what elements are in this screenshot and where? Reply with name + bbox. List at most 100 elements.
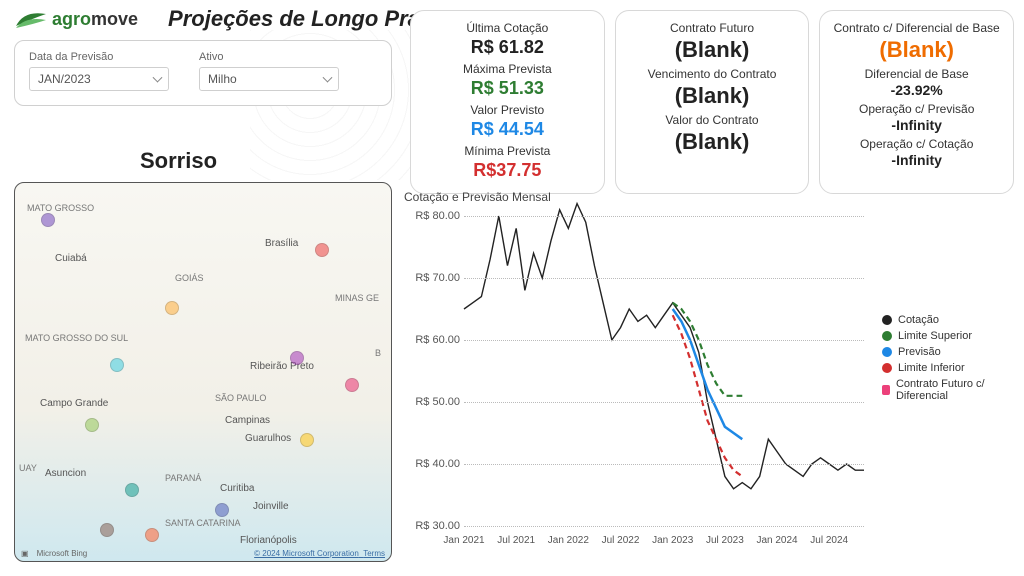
map-label: PARANÁ xyxy=(165,473,201,483)
x-tick-label: Jan 2023 xyxy=(652,535,693,546)
y-tick-label: R$ 70.00 xyxy=(404,272,460,284)
legend-item[interactable]: Contrato Futuro c/ Diferencial xyxy=(882,378,1010,402)
kpi-cards: Última Cotação R$ 61.82 Máxima Prevista … xyxy=(410,10,1014,194)
map-marker[interactable] xyxy=(345,378,359,392)
gridline xyxy=(464,526,864,527)
basis-contract-label: Contrato c/ Diferencial de Base xyxy=(830,21,1003,35)
region-name: Sorriso xyxy=(140,148,217,174)
gridline xyxy=(464,216,864,217)
map-label: SANTA CATARINA xyxy=(165,518,241,528)
legend-item[interactable]: Limite Superior xyxy=(882,330,1010,342)
map-attribution: ▣Microsoft Bing xyxy=(21,549,87,558)
map-marker[interactable] xyxy=(41,213,55,227)
chart-legend: Cotação Limite Superior Previsão Limite Inf… xyxy=(882,310,1010,406)
map-label: MINAS GE xyxy=(335,293,379,303)
map-marker[interactable] xyxy=(165,301,179,315)
op-quote-label: Operação c/ Cotação xyxy=(830,137,1003,151)
gridline xyxy=(464,402,864,403)
map-label: Brasília xyxy=(265,238,298,249)
contract-value-label: Valor do Contrato xyxy=(626,113,799,127)
card-quotes: Última Cotação R$ 61.82 Máxima Prevista … xyxy=(410,10,605,194)
x-tick-label: Jan 2021 xyxy=(443,535,484,546)
op-forecast-label: Operação c/ Previsão xyxy=(830,102,1003,116)
date-filter-select[interactable]: JAN/2023 xyxy=(29,67,169,91)
map-label: UAY xyxy=(19,463,37,473)
map-label: B xyxy=(375,348,381,358)
brand-logo: agromove xyxy=(14,8,138,30)
date-filter-label: Data da Previsão xyxy=(29,51,169,63)
gridline xyxy=(464,278,864,279)
map-label: Ribeirão Preto xyxy=(250,361,314,372)
min-forecast-value: R$37.75 xyxy=(421,160,594,181)
legend-swatch xyxy=(882,385,890,395)
legend-item[interactable]: Limite Inferior xyxy=(882,362,1010,374)
card-basis: Contrato c/ Diferencial de Base (Blank) … xyxy=(819,10,1014,194)
map-label: Joinville xyxy=(253,501,289,512)
y-tick-label: R$ 40.00 xyxy=(404,458,460,470)
legend-swatch xyxy=(882,331,892,341)
contract-expiry-value: (Blank) xyxy=(626,83,799,109)
basis-diff-label: Diferencial de Base xyxy=(830,67,1003,81)
y-tick-label: R$ 80.00 xyxy=(404,210,460,222)
brand-part2: move xyxy=(91,9,138,29)
map-marker[interactable] xyxy=(85,418,99,432)
basis-contract-value: (Blank) xyxy=(830,37,1003,63)
legend-label: Contrato Futuro c/ Diferencial xyxy=(896,378,1010,402)
map-marker[interactable] xyxy=(110,358,124,372)
legend-item[interactable]: Cotação xyxy=(882,314,1010,326)
x-tick-label: Jul 2021 xyxy=(497,535,535,546)
y-tick-label: R$ 30.00 xyxy=(404,520,460,532)
gridline xyxy=(464,464,864,465)
chart-area: Cotação e Previsão Mensal R$ 30.00 R$ 40.… xyxy=(404,190,1010,566)
asset-filter-select[interactable]: Milho xyxy=(199,67,339,91)
filters-panel: Data da Previsão JAN/2023 Ativo Milho xyxy=(14,40,392,106)
x-tick-label: Jul 2024 xyxy=(810,535,848,546)
last-quote-value: R$ 61.82 xyxy=(421,37,594,58)
map-marker[interactable] xyxy=(315,243,329,257)
max-forecast-label: Máxima Prevista xyxy=(421,62,594,76)
map-label: Asuncion xyxy=(45,468,86,479)
map-label: MATO GROSSO DO SUL xyxy=(25,333,128,343)
map-label: Campo Grande xyxy=(40,398,108,409)
map-label: SÃO PAULO xyxy=(215,393,266,403)
basis-diff-value: -23.92% xyxy=(830,82,1003,98)
series-line xyxy=(464,204,864,489)
page-title: Projeções de Longo Prazo xyxy=(168,6,444,32)
legend-label: Limite Superior xyxy=(898,330,972,342)
map-label: Curitiba xyxy=(220,483,254,494)
legend-label: Previsão xyxy=(898,346,941,358)
chart-title: Cotação e Previsão Mensal xyxy=(404,190,1010,204)
legend-swatch xyxy=(882,315,892,325)
op-forecast-value: -Infinity xyxy=(830,117,1003,133)
future-contract-value: (Blank) xyxy=(626,37,799,63)
map-label: Florianópolis xyxy=(240,535,297,546)
brand-part1: agro xyxy=(52,9,91,29)
map-marker[interactable] xyxy=(300,433,314,447)
map-marker[interactable] xyxy=(145,528,159,542)
line-chart: R$ 30.00R$ 40.00R$ 50.00R$ 60.00R$ 70.00… xyxy=(404,208,874,558)
map-label: MATO GROSSO xyxy=(27,203,94,213)
map[interactable]: MATO GROSSOCuiabáGOIÁSBrasíliaMINAS GEMA… xyxy=(14,182,392,562)
legend-swatch xyxy=(882,347,892,357)
future-contract-label: Contrato Futuro xyxy=(626,21,799,35)
map-marker[interactable] xyxy=(215,503,229,517)
legend-item[interactable]: Previsão xyxy=(882,346,1010,358)
map-label: Campinas xyxy=(225,415,270,426)
map-label: Cuiabá xyxy=(55,253,87,264)
x-tick-label: Jul 2023 xyxy=(706,535,744,546)
x-tick-label: Jul 2022 xyxy=(602,535,640,546)
map-label: Guarulhos xyxy=(245,433,291,444)
gridline xyxy=(464,340,864,341)
map-marker[interactable] xyxy=(125,483,139,497)
y-tick-label: R$ 60.00 xyxy=(404,334,460,346)
map-terms[interactable]: © 2024 Microsoft Corporation Terms xyxy=(254,549,385,558)
leaf-icon xyxy=(14,8,48,30)
map-marker[interactable] xyxy=(100,523,114,537)
min-forecast-label: Mínima Prevista xyxy=(421,144,594,158)
forecast-value: R$ 44.54 xyxy=(421,119,594,140)
forecast-label: Valor Previsto xyxy=(421,103,594,117)
legend-label: Limite Inferior xyxy=(898,362,965,374)
x-tick-label: Jan 2022 xyxy=(548,535,589,546)
map-marker[interactable] xyxy=(290,351,304,365)
op-quote-value: -Infinity xyxy=(830,152,1003,168)
